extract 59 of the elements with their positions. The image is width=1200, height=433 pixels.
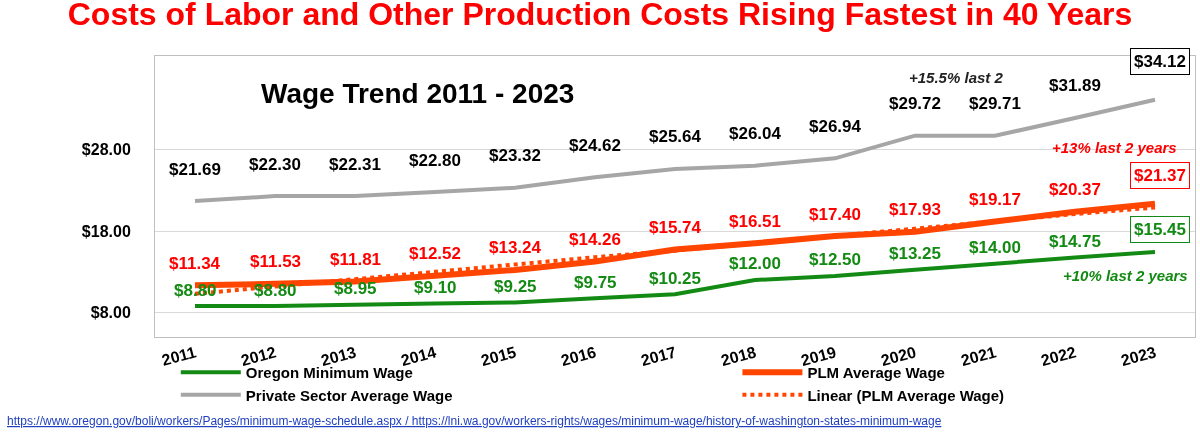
- data-label: $10.25: [649, 269, 701, 288]
- data-label: $22.80: [409, 151, 461, 170]
- text: Wage Trend 2011 - 2023: [261, 78, 575, 109]
- y-tick-label: $8.00: [90, 304, 131, 322]
- data-label: $26.94: [809, 117, 862, 136]
- x-tick-label: 2015: [479, 343, 518, 370]
- data-label: $9.10: [414, 278, 457, 297]
- data-label: $14.26: [569, 230, 621, 249]
- annotation: +15.5% last 2: [909, 69, 1004, 86]
- annotation: +13% last 2 years: [1052, 139, 1177, 156]
- data-label: $25.64: [649, 127, 702, 146]
- x-tick-label: 2011: [159, 343, 198, 369]
- data-label: $15.74: [649, 218, 702, 237]
- chart-title: Costs of Labor and Other Production Costs Rising Fastest in 40 Years: [67, 0, 1133, 32]
- x-tick-label: 2023: [1119, 343, 1158, 370]
- data-label: $26.04: [729, 124, 782, 143]
- data-label: $34.12: [1134, 52, 1186, 71]
- x-tick-label: 2022: [1039, 343, 1078, 370]
- data-label: $17.40: [809, 205, 861, 224]
- data-label: $29.72: [889, 94, 941, 113]
- data-label: $22.30: [249, 155, 301, 174]
- data-label: $31.89: [1049, 76, 1101, 95]
- data-label: $11.53: [250, 252, 302, 271]
- data-label: $14.00: [969, 238, 1021, 257]
- data-label: $19.17: [969, 190, 1021, 209]
- y-tick-label: $18.00: [81, 222, 131, 240]
- data-label: $20.37: [1049, 180, 1101, 199]
- data-label: $9.75: [574, 273, 617, 292]
- data-label: $21.69: [169, 160, 221, 179]
- legend-label: Private Sector Average Wage: [245, 386, 453, 404]
- data-label: $8.95: [334, 279, 377, 298]
- data-label: $16.51: [729, 212, 781, 231]
- x-tick-label: 2016: [559, 343, 598, 370]
- data-label: $11.81: [330, 250, 382, 269]
- data-label: $23.32: [489, 146, 541, 165]
- y-tick-label: $28.00: [81, 141, 131, 159]
- x-tick-label: 2017: [639, 343, 678, 370]
- data-label: $22.31: [329, 155, 381, 174]
- x-tick-label: 2021: [959, 343, 998, 370]
- x-tick-label: 2018: [719, 343, 758, 370]
- data-label: $29.71: [969, 94, 1021, 113]
- annotation: +10% last 2 years: [1063, 267, 1188, 284]
- data-label: $13.24: [489, 238, 542, 257]
- text: https://www.oregon.gov/boli/workers/Pages/minimum-wage-schedule.aspx / https://lni.wa.gov/workers-rights/wages/minimum-wage/history-of-washington-states-minimum-wage: [7, 414, 942, 428]
- data-label: $24.62: [569, 136, 621, 155]
- data-label: $11.34: [169, 254, 221, 273]
- data-label: $12.52: [409, 244, 461, 263]
- data-label: $14.75: [1049, 232, 1101, 251]
- data-label: $9.25: [494, 277, 537, 296]
- data-label: $8.80: [254, 281, 297, 300]
- x-tick-label: 2014: [399, 343, 438, 370]
- data-label: $21.37: [1134, 166, 1186, 185]
- legend-label: Linear (PLM Average Wage): [807, 386, 1005, 404]
- data-label: $12.00: [729, 254, 781, 273]
- data-label: $15.45: [1134, 220, 1186, 239]
- data-label: $8.80: [174, 281, 217, 300]
- data-label: $12.50: [809, 250, 861, 269]
- data-label: $17.93: [889, 200, 941, 219]
- data-label: $13.25: [889, 244, 941, 263]
